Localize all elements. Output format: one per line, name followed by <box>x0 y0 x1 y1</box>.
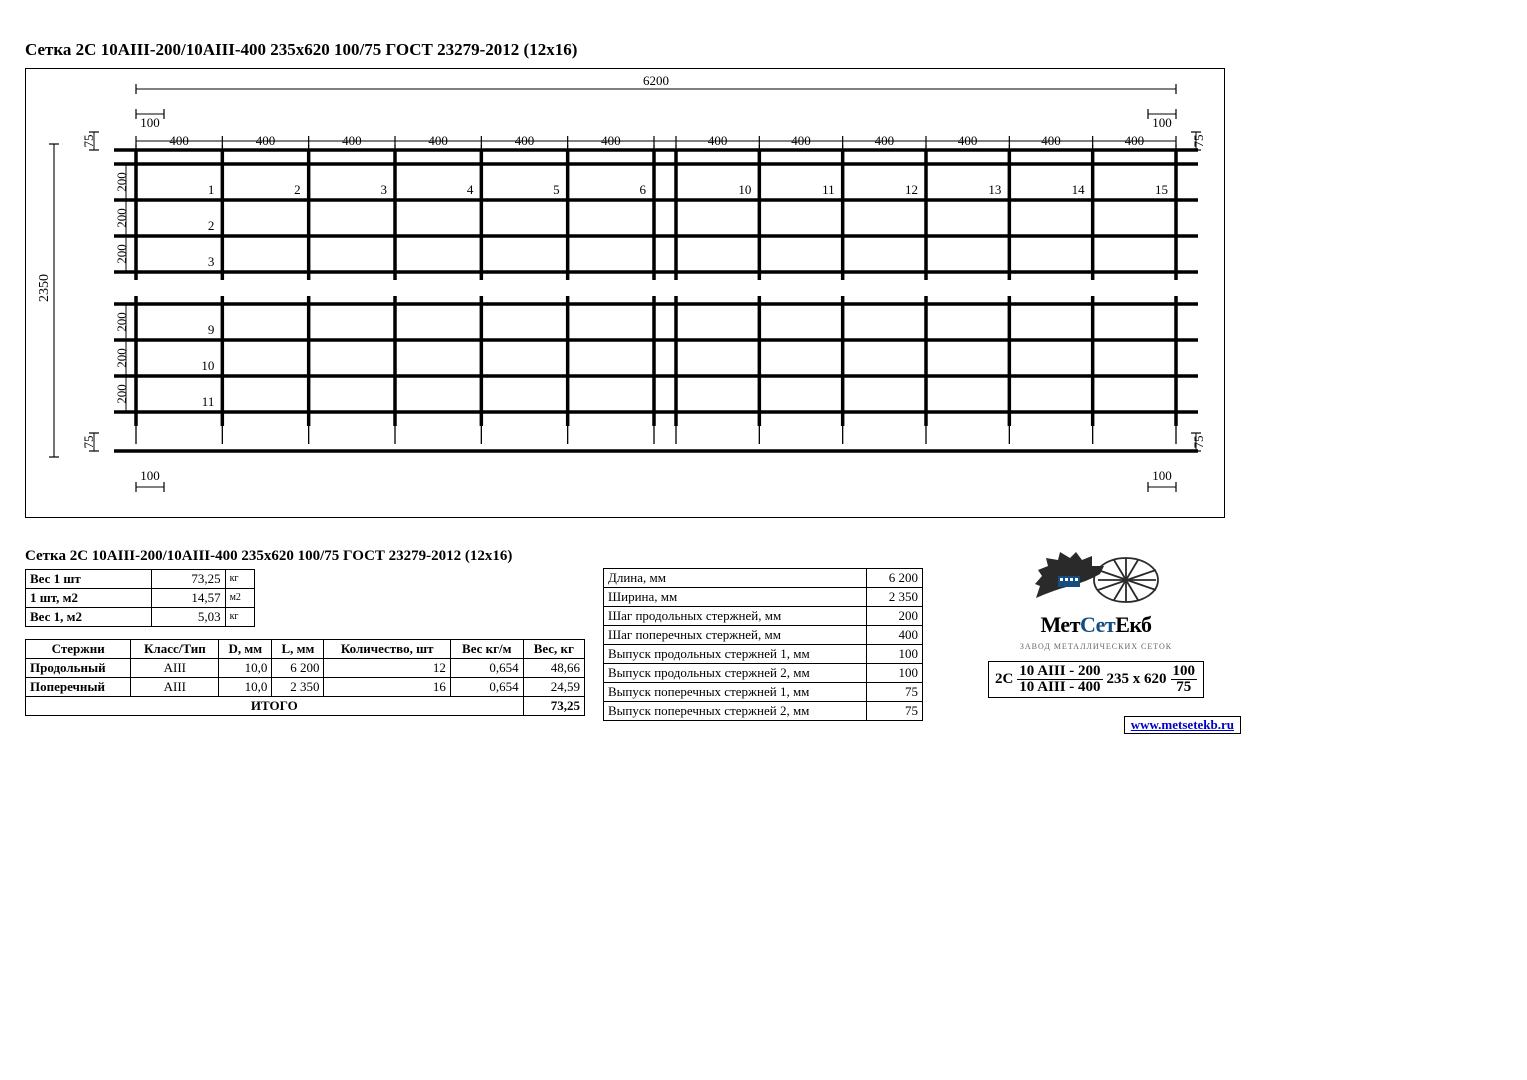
table-row: 1 шт, м2 <box>26 589 152 608</box>
svg-text:400: 400 <box>342 133 362 148</box>
svg-text:14: 14 <box>1072 182 1086 197</box>
svg-text:75: 75 <box>1191 135 1206 148</box>
table-row: Вес 1 шт <box>26 570 152 589</box>
brand-subtitle: ЗАВОД МЕТАЛЛИЧЕСКИХ СЕТОК <box>1020 642 1172 651</box>
svg-text:200: 200 <box>114 244 129 264</box>
svg-text:4: 4 <box>467 182 474 197</box>
svg-text:400: 400 <box>1041 133 1061 148</box>
brand-name: МетСетЕкб <box>1040 612 1151 638</box>
subtitle: Сетка 2C 10AIII-200/10AIII-400 235x620 1… <box>25 548 585 565</box>
spec-formula: 2C 10 AIII - 20010 AIII - 400 235 x 620 … <box>988 661 1204 698</box>
svg-text:5: 5 <box>553 182 560 197</box>
svg-text:12: 12 <box>905 182 918 197</box>
svg-text:100: 100 <box>1152 468 1172 483</box>
table-row: Вес 1, м2 <box>26 608 152 627</box>
col-header: Вес, кг <box>523 640 584 659</box>
col-header: L, мм <box>272 640 324 659</box>
svg-text:200: 200 <box>114 172 129 192</box>
col-header: Класс/Тип <box>131 640 219 659</box>
table-row: Шаг поперечных стержней, мм 400 <box>604 626 923 645</box>
svg-text:10: 10 <box>201 358 214 373</box>
svg-text:75: 75 <box>81 135 96 148</box>
table-row: Шаг продольных стержней, мм 200 <box>604 607 923 626</box>
table-row: Выпуск поперечных стержней 1, мм 75 <box>604 683 923 702</box>
table-row: ПродольныйAIII10,06 200120,65448,66 <box>26 659 585 678</box>
table-row: Выпуск поперечных стержней 2, мм 75 <box>604 702 923 721</box>
mesh-diagram: 6200100100100100400400400400400400400400… <box>25 68 1225 518</box>
svg-text:100: 100 <box>140 468 160 483</box>
svg-text:200: 200 <box>114 348 129 368</box>
svg-text:10: 10 <box>738 182 751 197</box>
table-row: Ширина, мм 2 350 <box>604 588 923 607</box>
col-header: Количество, шт <box>324 640 450 659</box>
svg-text:2: 2 <box>208 218 215 233</box>
svg-text:6200: 6200 <box>643 73 669 88</box>
svg-text:9: 9 <box>208 322 215 337</box>
website-link[interactable]: www.metsetekb.ru <box>1124 716 1241 734</box>
brand-logo: МетСетЕкб ЗАВОД МЕТАЛЛИЧЕСКИХ СЕТОК <box>1020 548 1172 651</box>
col-header: D, мм <box>219 640 272 659</box>
svg-text:400: 400 <box>428 133 448 148</box>
data-section: Сетка 2C 10AIII-200/10AIII-400 235x620 1… <box>25 548 1502 734</box>
svg-text:400: 400 <box>958 133 978 148</box>
svg-text:400: 400 <box>1125 133 1145 148</box>
svg-text:400: 400 <box>256 133 276 148</box>
svg-text:75: 75 <box>1191 436 1206 449</box>
svg-text:400: 400 <box>515 133 535 148</box>
svg-text:200: 200 <box>114 208 129 228</box>
col-header: Вес кг/м <box>450 640 523 659</box>
bars-table: СтержниКласс/ТипD, ммL, ммКоличество, шт… <box>25 639 585 716</box>
total-value: 73,25 <box>523 697 584 716</box>
svg-text:3: 3 <box>208 254 215 269</box>
total-label: ИТОГО <box>26 697 524 716</box>
svg-text:1: 1 <box>208 182 215 197</box>
svg-text:2350: 2350 <box>37 274 52 302</box>
svg-text:15: 15 <box>1155 182 1168 197</box>
svg-text:11: 11 <box>202 394 215 409</box>
svg-text:13: 13 <box>988 182 1001 197</box>
svg-text:400: 400 <box>791 133 811 148</box>
svg-text:100: 100 <box>1152 115 1172 130</box>
svg-text:75: 75 <box>81 436 96 449</box>
svg-text:2: 2 <box>294 182 301 197</box>
svg-text:400: 400 <box>708 133 728 148</box>
page-title: Сетка 2C 10AIII-200/10AIII-400 235x620 1… <box>25 40 1502 60</box>
svg-text:200: 200 <box>114 312 129 332</box>
svg-text:400: 400 <box>601 133 621 148</box>
table-row: Длина, мм 6 200 <box>604 569 923 588</box>
table-row: ПоперечныйAIII10,02 350160,65424,59 <box>26 678 585 697</box>
svg-text:100: 100 <box>140 115 160 130</box>
svg-text:400: 400 <box>169 133 189 148</box>
col-header: Стержни <box>26 640 131 659</box>
svg-text:3: 3 <box>381 182 388 197</box>
svg-text:6: 6 <box>640 182 647 197</box>
dims-table: Длина, мм 6 200Ширина, мм 2 350Шаг продо… <box>603 568 923 721</box>
svg-text:11: 11 <box>822 182 835 197</box>
table-row: Выпуск продольных стержней 2, мм 100 <box>604 664 923 683</box>
weights-table: Вес 1 шт 73,25 кг1 шт, м2 14,57 м2Вес 1,… <box>25 569 255 627</box>
svg-text:200: 200 <box>114 384 129 404</box>
table-row: Выпуск продольных стержней 1, мм 100 <box>604 645 923 664</box>
svg-text:400: 400 <box>875 133 895 148</box>
